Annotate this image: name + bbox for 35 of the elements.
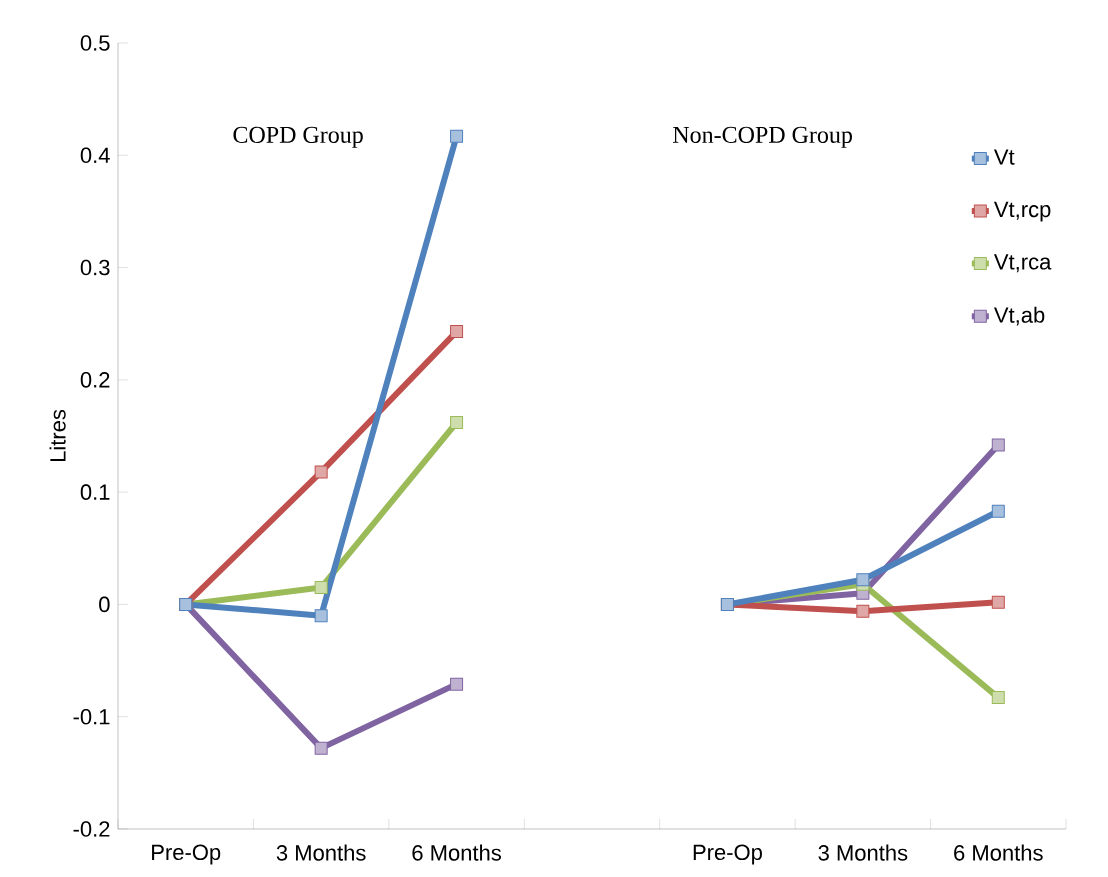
point — [450, 677, 464, 691]
y-tick-label: 0 — [99, 596, 110, 613]
y-tick-label: 0.2 — [80, 372, 110, 388]
annotation: Non-COPD Group — [672, 126, 852, 148]
legend-label: Vt — [993, 149, 1015, 165]
x-tick-label: Pre-Op — [152, 844, 221, 865]
y-axis-title: Litres — [49, 409, 66, 462]
legend-label: Vt,rcp — [993, 201, 1051, 222]
point — [991, 691, 1005, 705]
point — [991, 504, 1005, 518]
annotation: COPD Group — [233, 126, 363, 148]
point — [450, 416, 464, 430]
point — [991, 438, 1005, 452]
legend-label: Vt,ab — [993, 306, 1045, 326]
y-tick-label: -0.1 — [73, 708, 110, 725]
x-tick-label: 6 Months — [412, 844, 501, 861]
x-tick-label: 3 Months — [276, 844, 366, 861]
point — [856, 604, 870, 618]
legend-label: Vt,rca — [993, 254, 1052, 273]
point — [991, 595, 1005, 609]
point — [314, 741, 328, 755]
y-tick-label: 0.5 — [80, 35, 110, 51]
x-tick-label: Pre-Op — [693, 844, 762, 865]
y-tick-label: 0.4 — [80, 147, 110, 164]
point — [856, 573, 870, 587]
point — [450, 129, 464, 143]
point — [450, 325, 464, 339]
point — [314, 609, 328, 623]
x-tick-label: 3 Months — [818, 844, 908, 861]
point — [314, 465, 328, 479]
y-tick-label: 0.3 — [80, 259, 110, 276]
y-tick-label: 0.1 — [80, 484, 110, 500]
point — [314, 581, 328, 595]
x-tick-label: 6 Months — [954, 844, 1043, 861]
y-tick-label: -0.2 — [73, 821, 110, 837]
